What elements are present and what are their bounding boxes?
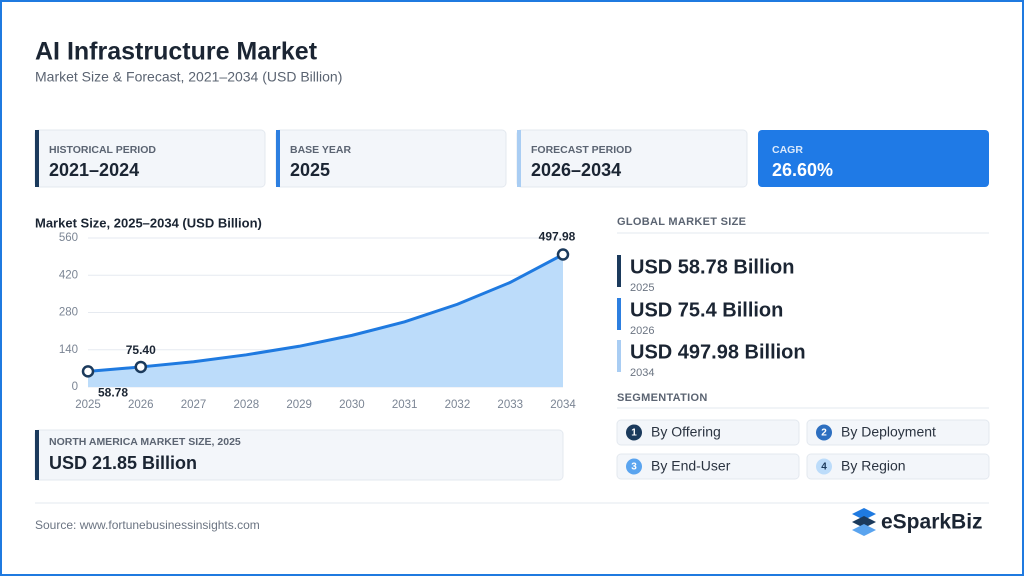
x-tick-label: 2025 (75, 399, 101, 411)
card-label: BASE YEAR (290, 144, 351, 156)
card-label: FORECAST PERIOD (531, 144, 632, 156)
x-tick-label: 2031 (392, 399, 418, 411)
area (88, 254, 563, 387)
card-accent (35, 430, 39, 480)
logo-mark (852, 524, 876, 536)
y-tick-label: 140 (59, 344, 78, 356)
card-value: 26.60% (772, 160, 833, 180)
badge-number: 1 (631, 428, 637, 439)
subtitle: Market Size & Forecast, 2021–2034 (USD B… (35, 69, 342, 85)
badge (626, 424, 642, 441)
segment (806, 453, 990, 480)
badge (816, 424, 832, 441)
card (758, 130, 989, 187)
card-label: HISTORICAL PERIOD (49, 144, 156, 156)
point (556, 248, 570, 261)
y-tick-label: 420 (59, 269, 78, 281)
data-label: 58.78 (98, 386, 128, 400)
badge-number: 3 (631, 462, 637, 473)
x-tick-label: 2030 (339, 399, 365, 411)
chart-title: Market Size, 2025–2034 (USD Billion) (35, 215, 262, 230)
market-year: 2026 (630, 325, 654, 337)
point (81, 365, 95, 378)
x-tick-label: 2034 (550, 399, 576, 411)
x-tick-label: 2026 (128, 399, 154, 411)
market-year: 2034 (630, 367, 654, 379)
badge-number: 4 (821, 462, 827, 473)
cards: HISTORICAL PERIOD 2021–2024 BASE YEAR 20… (34, 129, 989, 188)
card-accent (35, 130, 39, 187)
data-label: 75.40 (126, 343, 156, 357)
card-value: 2026–2034 (531, 160, 621, 180)
card-accent (517, 130, 521, 187)
item-accent (617, 298, 621, 330)
item-accent (617, 255, 621, 287)
logo-mark (852, 516, 876, 528)
card-value: 2025 (290, 160, 330, 180)
segment-label: By Region (841, 458, 906, 474)
badge-number: 2 (821, 428, 827, 439)
x-tick-label: 2027 (181, 399, 207, 411)
y-tick-label: 280 (59, 307, 78, 319)
y-tick-label: 560 (59, 232, 78, 244)
x-tick-label: 2032 (445, 399, 471, 411)
region-label: NORTH AMERICA MARKET SIZE, 2025 (49, 436, 241, 448)
segment-label: By Deployment (841, 424, 936, 440)
x-tick-label: 2029 (286, 399, 312, 411)
x-tick-label: 2028 (234, 399, 260, 411)
segment (616, 453, 800, 480)
section-heading: GLOBAL MARKET SIZE (617, 216, 746, 228)
logo: eSparkBiz (852, 508, 983, 536)
market-value: USD 75.4 Billion (630, 299, 783, 321)
item-accent (617, 340, 621, 372)
market-year: 2025 (630, 282, 654, 294)
y-tick-label: 0 (72, 381, 78, 393)
logo-mark (852, 508, 876, 520)
badge (626, 458, 642, 475)
section-heading: SEGMENTATION (617, 392, 708, 404)
segment-label: By End-User (651, 458, 731, 474)
card-label: CAGR (772, 144, 803, 156)
segment-label: By Offering (651, 424, 721, 440)
x-tick-label: 2033 (497, 399, 523, 411)
title: AI Infrastructure Market (35, 38, 318, 66)
segment (616, 419, 800, 446)
badge (816, 458, 832, 475)
region-value: USD 21.85 Billion (49, 453, 197, 473)
card-value: 2021–2024 (49, 160, 139, 180)
segment (806, 419, 990, 446)
line (87, 253, 564, 373)
brand: eSparkBiz (881, 511, 983, 534)
source: Source: www.fortunebusinessinsights.com (35, 518, 260, 532)
card-accent (276, 130, 280, 187)
chart: 0 140 280 420 560 2025 2026 2027 2028 2029 2030 203… (59, 230, 577, 411)
data-label: 497.98 (539, 230, 576, 244)
point (134, 360, 148, 374)
market-value: USD 58.78 Billion (630, 256, 795, 278)
segments: 1 By Offering 2 By Deployment 3 By End-U… (616, 419, 990, 480)
market-value: USD 497.98 Billion (630, 341, 806, 363)
